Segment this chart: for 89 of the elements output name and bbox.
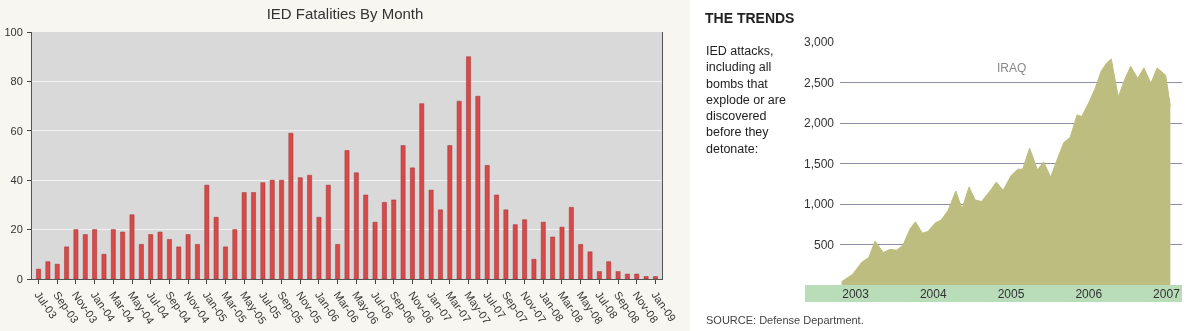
bar <box>466 56 471 279</box>
bar <box>625 273 630 279</box>
bar <box>185 234 191 279</box>
bar <box>269 179 275 279</box>
y-tick-label: 80 <box>10 75 23 88</box>
y-tick-label: 3,000 <box>803 35 835 50</box>
bar <box>92 229 97 279</box>
y-tick-label: 500 <box>813 237 835 252</box>
source-note: SOURCE: Defense Department. <box>706 314 864 326</box>
bar <box>597 271 602 279</box>
bar <box>167 239 172 279</box>
bar <box>419 103 425 279</box>
bar <box>410 167 415 279</box>
bar <box>438 209 443 279</box>
bar <box>512 224 518 279</box>
bar <box>540 221 546 279</box>
bar <box>634 273 640 279</box>
x-tick-label: 2007 <box>1153 287 1181 301</box>
bar <box>475 95 481 279</box>
bar <box>353 172 359 279</box>
bar <box>251 192 256 279</box>
bar <box>297 177 303 279</box>
bar <box>494 194 499 279</box>
y-tick-label: 20 <box>10 223 23 236</box>
bar <box>45 261 51 279</box>
y-tick-label: 40 <box>10 174 23 187</box>
bar <box>531 258 537 279</box>
bar <box>157 231 163 279</box>
bar <box>288 133 294 279</box>
bar <box>73 229 79 279</box>
x-tick-label: 2003 <box>842 287 870 301</box>
bar <box>120 231 126 279</box>
bar <box>587 251 593 279</box>
x-tick-label: 2004 <box>919 287 947 301</box>
bar <box>129 214 135 279</box>
y-tick-label: 2,500 <box>803 75 835 90</box>
bar <box>400 145 406 279</box>
bar <box>653 276 658 279</box>
bar <box>391 199 397 279</box>
chart-title: IED Fatalities By Month <box>266 4 424 22</box>
bar <box>176 246 182 279</box>
y-tick-label: 60 <box>10 124 23 137</box>
y-tick-label: 2,000 <box>803 116 835 131</box>
bar <box>335 244 341 279</box>
chart-title: THE TRENDS <box>705 10 795 27</box>
bar <box>279 179 284 279</box>
bar <box>223 246 228 279</box>
bar <box>363 194 369 279</box>
bar <box>241 192 247 279</box>
bar <box>36 268 41 279</box>
y-tick-label: 1,000 <box>803 197 835 212</box>
bar <box>316 217 322 279</box>
bar <box>522 219 527 279</box>
bar <box>484 165 490 279</box>
bar <box>456 100 462 279</box>
y-tick-label: 0 <box>16 272 23 285</box>
bar <box>204 184 210 279</box>
bar <box>344 150 350 279</box>
bar <box>447 145 453 279</box>
bar <box>550 236 555 279</box>
bar <box>148 234 154 279</box>
bar <box>139 244 144 279</box>
bar <box>568 207 574 279</box>
bar <box>578 244 584 279</box>
x-tick-label: 2006 <box>1075 287 1103 301</box>
bar <box>101 254 107 279</box>
bar <box>54 263 60 279</box>
bar <box>428 189 434 279</box>
y-axis-title: IED attacks, including all bombs that explode or are discovered before they detonate: <box>706 44 786 156</box>
bar <box>232 229 238 279</box>
bar <box>615 271 621 279</box>
bar <box>372 221 378 279</box>
bar <box>559 226 565 279</box>
bar <box>110 229 116 279</box>
bar <box>64 246 69 279</box>
bar <box>606 261 612 279</box>
x-tick-label: 2005 <box>997 287 1025 301</box>
bar <box>382 202 387 279</box>
bar <box>260 182 266 279</box>
bar <box>213 217 219 279</box>
y-tick-label: 100 <box>4 25 23 38</box>
bar <box>82 234 88 279</box>
y-tick-label: 1,500 <box>803 156 835 171</box>
bar <box>195 244 200 279</box>
bar <box>307 175 312 279</box>
bar <box>503 209 509 279</box>
bar <box>325 184 331 279</box>
annotation: IRAQ <box>997 61 1027 75</box>
bar <box>643 276 649 279</box>
